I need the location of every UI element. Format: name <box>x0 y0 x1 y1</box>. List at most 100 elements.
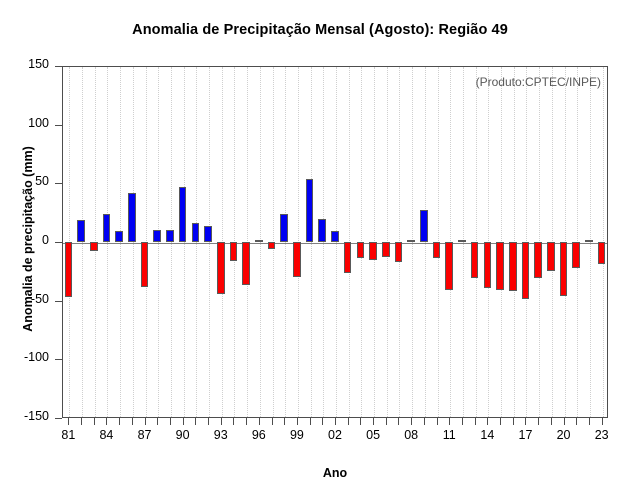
y-tick-mark <box>55 183 62 185</box>
bar-92 <box>204 225 212 242</box>
x-tick-label: 90 <box>175 428 190 442</box>
bar-10 <box>432 242 441 259</box>
gridline <box>462 67 464 417</box>
x-tick-mark <box>271 418 273 425</box>
gridline <box>589 67 591 417</box>
gridline <box>132 67 134 417</box>
y-tick-label: -100 <box>23 350 49 365</box>
x-tick-mark <box>220 418 222 425</box>
gridline <box>120 67 122 417</box>
y-tick-label: 100 <box>28 115 49 130</box>
bar-83 <box>89 242 98 252</box>
bar-85 <box>115 231 123 242</box>
gridline <box>412 67 414 417</box>
bar-20 <box>559 242 568 296</box>
x-tick-label: 20 <box>556 428 571 442</box>
x-tick-mark <box>411 418 413 425</box>
x-tick-mark <box>385 418 387 425</box>
x-tick-label: 87 <box>137 428 152 442</box>
x-tick-mark <box>131 418 133 425</box>
x-tick-mark <box>309 418 311 425</box>
x-tick-mark <box>500 418 502 425</box>
x-tick-mark <box>373 418 375 425</box>
gridline <box>82 67 84 417</box>
x-tick-label: 11 <box>442 428 456 442</box>
bar-04 <box>356 242 365 259</box>
gridline <box>209 67 211 417</box>
x-tick-mark <box>233 418 235 425</box>
x-tick-mark <box>601 418 603 425</box>
x-tick-mark <box>436 418 438 425</box>
x-tick-label: 08 <box>404 428 419 442</box>
x-tick-mark <box>284 418 286 425</box>
x-tick-mark <box>119 418 121 425</box>
page-title: Anomalia de Precipitação Mensal (Agosto)… <box>132 22 508 38</box>
bar-93 <box>216 242 225 294</box>
bar-12 <box>458 239 466 242</box>
x-axis-title: Ano <box>322 466 348 480</box>
bar-94 <box>229 242 238 261</box>
bar-21 <box>572 242 581 268</box>
x-tick-mark <box>106 418 108 425</box>
bar-90 <box>178 186 187 242</box>
x-tick-mark <box>322 418 324 425</box>
x-tick-label: 23 <box>594 428 609 442</box>
x-tick-mark <box>208 418 210 425</box>
x-tick-mark <box>157 418 159 425</box>
x-tick-label: 81 <box>61 428 76 442</box>
bar-87 <box>140 242 149 287</box>
gridline <box>323 67 325 417</box>
gridline <box>285 67 287 417</box>
x-tick-label: 93 <box>213 428 228 442</box>
x-tick-label: 96 <box>251 428 266 442</box>
bar-84 <box>102 213 111 242</box>
bar-89 <box>166 230 174 242</box>
x-tick-mark <box>538 418 540 425</box>
x-tick-mark <box>81 418 83 425</box>
x-tick-mark <box>195 418 197 425</box>
y-tick-mark <box>55 300 62 302</box>
y-tick-label: 150 <box>28 57 49 71</box>
bar-88 <box>153 230 162 242</box>
bar-11 <box>445 242 454 291</box>
x-tick-mark <box>169 418 171 425</box>
gridline <box>183 67 185 417</box>
bar-22 <box>585 239 593 242</box>
bar-14 <box>483 242 492 288</box>
x-tick-mark <box>246 418 248 425</box>
bar-09 <box>420 210 428 242</box>
x-tick-label: 14 <box>480 428 495 442</box>
bar-17 <box>521 242 530 300</box>
x-tick-mark <box>258 418 260 425</box>
bar-03 <box>343 242 352 273</box>
gridline <box>310 67 312 417</box>
x-tick-mark <box>93 418 95 425</box>
gridline <box>259 67 261 417</box>
x-tick-mark <box>68 418 70 425</box>
bar-19 <box>547 242 555 272</box>
x-tick-label: 05 <box>366 428 381 442</box>
zero-baseline <box>63 243 607 244</box>
source-annotation: (Produto:CPTEC/INPE) <box>475 75 601 89</box>
x-tick-mark <box>550 418 552 425</box>
x-tick-mark <box>576 418 578 425</box>
bar-15 <box>496 242 504 291</box>
bar-91 <box>191 223 200 242</box>
x-tick-mark <box>449 418 451 425</box>
x-tick-mark <box>360 418 362 425</box>
x-tick-mark <box>588 418 590 425</box>
y-tick-mark <box>55 242 62 243</box>
x-tick-mark <box>487 418 489 425</box>
gridline <box>170 67 172 417</box>
bar-series <box>62 66 608 418</box>
x-tick-mark <box>512 418 514 425</box>
bar-13 <box>470 242 479 279</box>
bar-18 <box>534 242 542 279</box>
x-tick-label: 02 <box>328 428 342 442</box>
x-tick-mark <box>347 418 349 425</box>
y-tick-mark <box>55 124 62 126</box>
bar-08 <box>407 239 415 242</box>
x-tick-mark <box>144 418 146 425</box>
bar-06 <box>381 242 390 258</box>
